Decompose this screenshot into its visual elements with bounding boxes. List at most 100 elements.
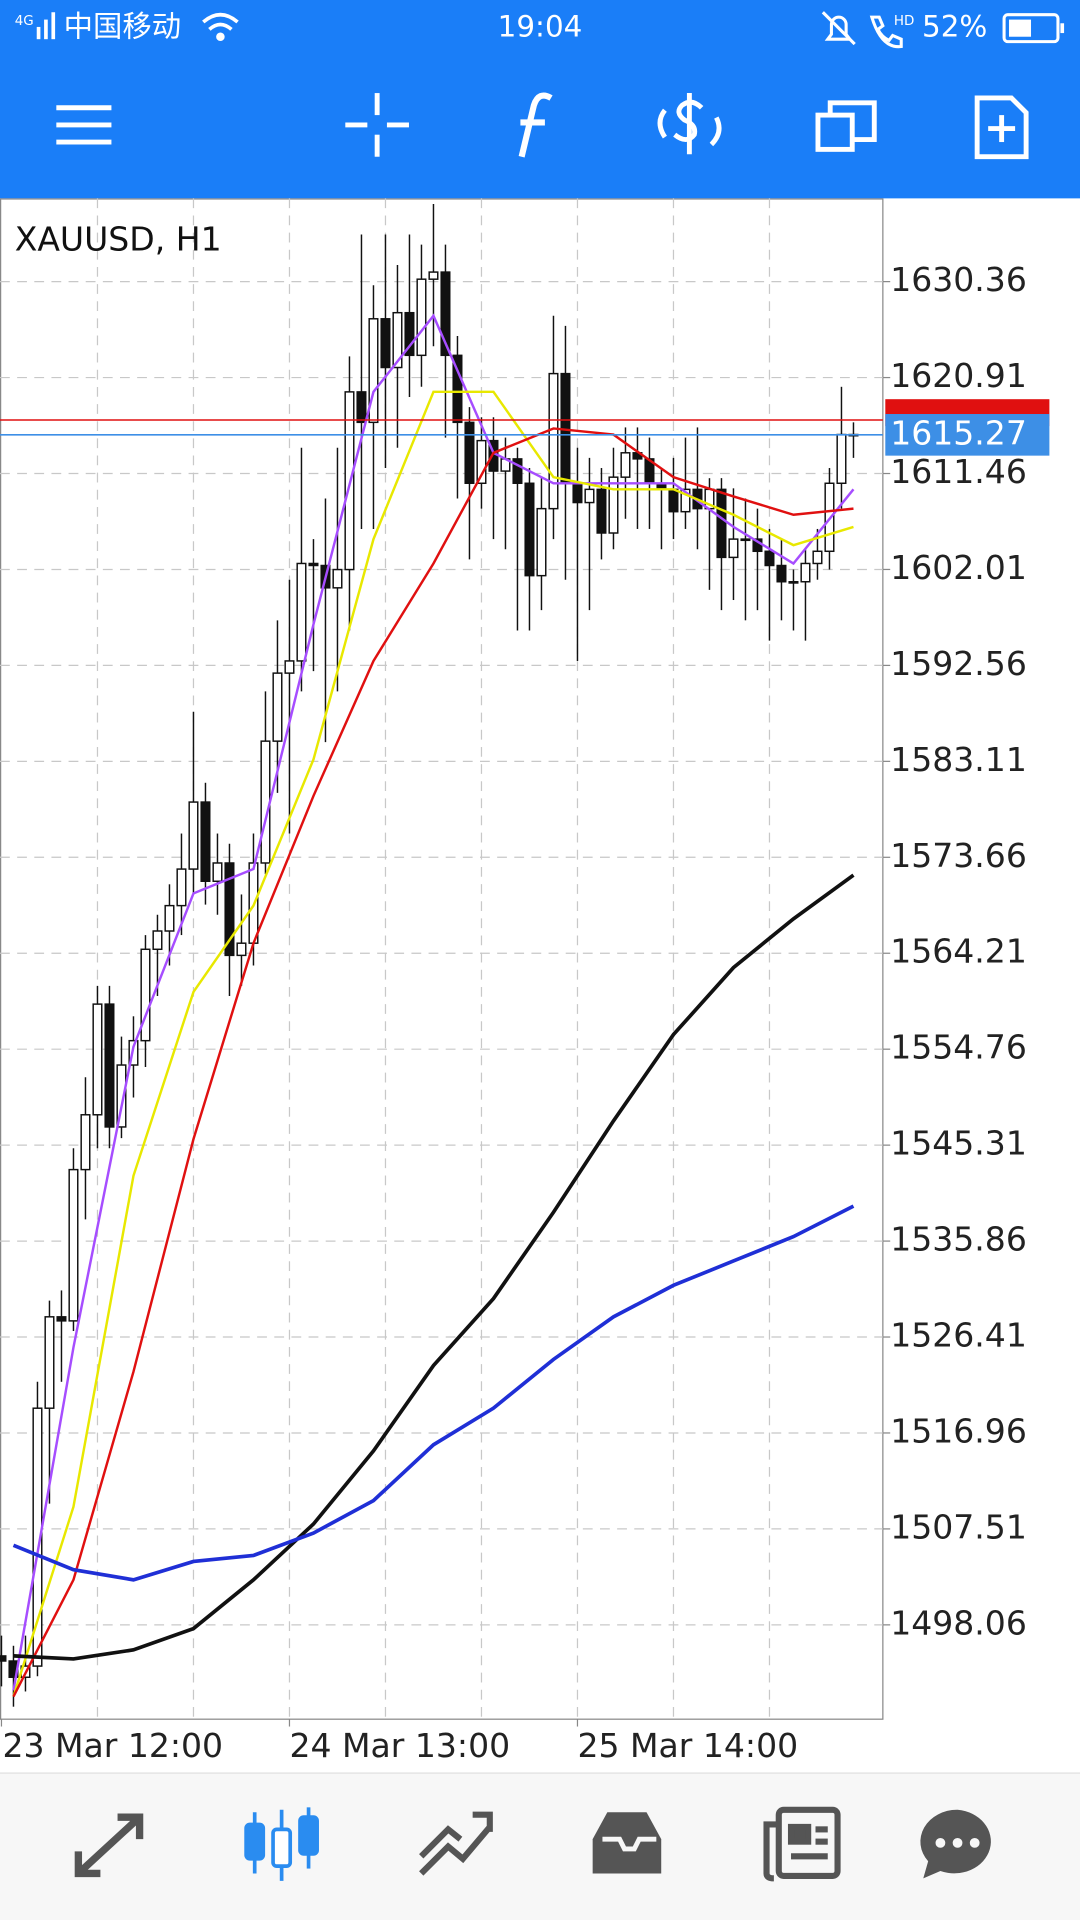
candle-body [404,311,415,357]
candle-body [608,476,619,534]
carrier: 中国移动 [64,10,182,44]
windows-button[interactable] [815,100,877,152]
candle-body [356,391,367,424]
candle-body [164,904,175,932]
candle-body [428,271,439,280]
candle-body [188,801,199,870]
moving-average [13,873,855,1661]
chart-tab[interactable] [244,1807,319,1881]
candle-body [536,507,547,577]
candle-body [80,1114,91,1171]
trade-tab[interactable] [419,1811,493,1876]
y-tick-label: 1592.56 [890,644,1027,683]
trade-button[interactable] [657,93,722,155]
candle-body [572,482,583,504]
moving-average [12,1204,855,1582]
clock: 19:04 [498,10,583,44]
candle-body [200,801,211,882]
candle-body [32,1407,43,1667]
candle-body [668,488,679,513]
candle-body [236,942,247,957]
candle-body [392,311,403,369]
candle-body [332,568,343,589]
moving-average [12,427,854,1698]
call-icon [869,15,903,49]
candle-body [548,372,559,510]
y-tick-label: 1498.06 [890,1603,1027,1642]
candle-body [224,862,235,957]
bottom-nav [0,1773,1080,1920]
history-tab[interactable] [592,1812,662,1874]
network: 4G [15,14,34,29]
chart-title: XAUUSD, H1 [15,220,222,259]
signal-icon [36,12,56,40]
crosshair-button[interactable] [345,93,409,157]
candle-body [524,482,535,577]
candle-body [452,354,463,424]
candle-body [716,488,727,559]
y-tick-label: 1535.86 [890,1220,1027,1259]
candle-body [416,278,427,357]
candle-body [764,550,775,567]
candle-body [596,488,607,534]
candle-body [728,538,739,559]
candle-body [116,1064,127,1128]
moving-average [12,313,855,1691]
candle-body [92,1003,103,1116]
candle-body [836,433,847,484]
new-order-button[interactable] [974,95,1029,160]
candle-body [152,930,163,951]
candle-body [140,948,151,1042]
battery-level: 52% [922,10,987,44]
x-tick-label: 23 Mar 12:00 [2,1726,223,1765]
candle-body [812,550,823,565]
y-tick-label: 1564.21 [890,932,1027,971]
candle-body [68,1168,79,1322]
moving-average [12,390,854,1697]
candle-body [380,318,391,369]
indicators-button[interactable] [518,92,553,158]
y-tick-label: 1526.41 [890,1316,1027,1355]
y-tick-label: 1554.76 [890,1028,1027,1067]
candle-body [476,439,487,484]
candle-body [620,452,631,478]
candle-body [584,488,595,504]
battery-icon [1002,13,1065,44]
y-tick-label: 1620.91 [890,356,1027,395]
candle-body [0,1655,7,1662]
quotes-tab[interactable] [74,1813,144,1878]
plot [0,198,891,1720]
candle-body [788,581,799,584]
y-tick-label: 1545.31 [890,1124,1027,1163]
y-tick-label: 1583.11 [890,740,1027,779]
candle-body [44,1316,55,1409]
price-tag-label: 1615.27 [890,413,1027,452]
y-tick-label: 1630.36 [890,260,1027,299]
chat-tab[interactable] [920,1809,991,1879]
candle-body [212,862,223,882]
candle-body [512,458,523,484]
candle-body [272,672,283,742]
wifi-icon [202,12,239,42]
hd: HD [894,14,914,29]
x-tick-label: 25 Mar 14:00 [577,1726,798,1765]
candle-body [680,488,691,513]
y-tick-label: 1507.51 [890,1507,1027,1546]
candle-body [776,564,787,583]
menu-button[interactable] [56,105,112,145]
price-tag [885,414,1050,456]
news-tab[interactable] [763,1806,841,1882]
candle-body [104,1003,115,1128]
candle-body [176,868,187,907]
candle-body [308,562,319,567]
candle-body [260,740,271,864]
y-tick-label: 1611.46 [890,452,1027,491]
bell-icon [821,11,856,46]
candle-body [296,562,307,662]
candle-body [464,421,475,484]
y-tick-label: 1516.96 [890,1411,1027,1450]
candle-body [284,660,295,674]
candle-body [440,271,451,357]
plot-frame [0,198,884,1720]
